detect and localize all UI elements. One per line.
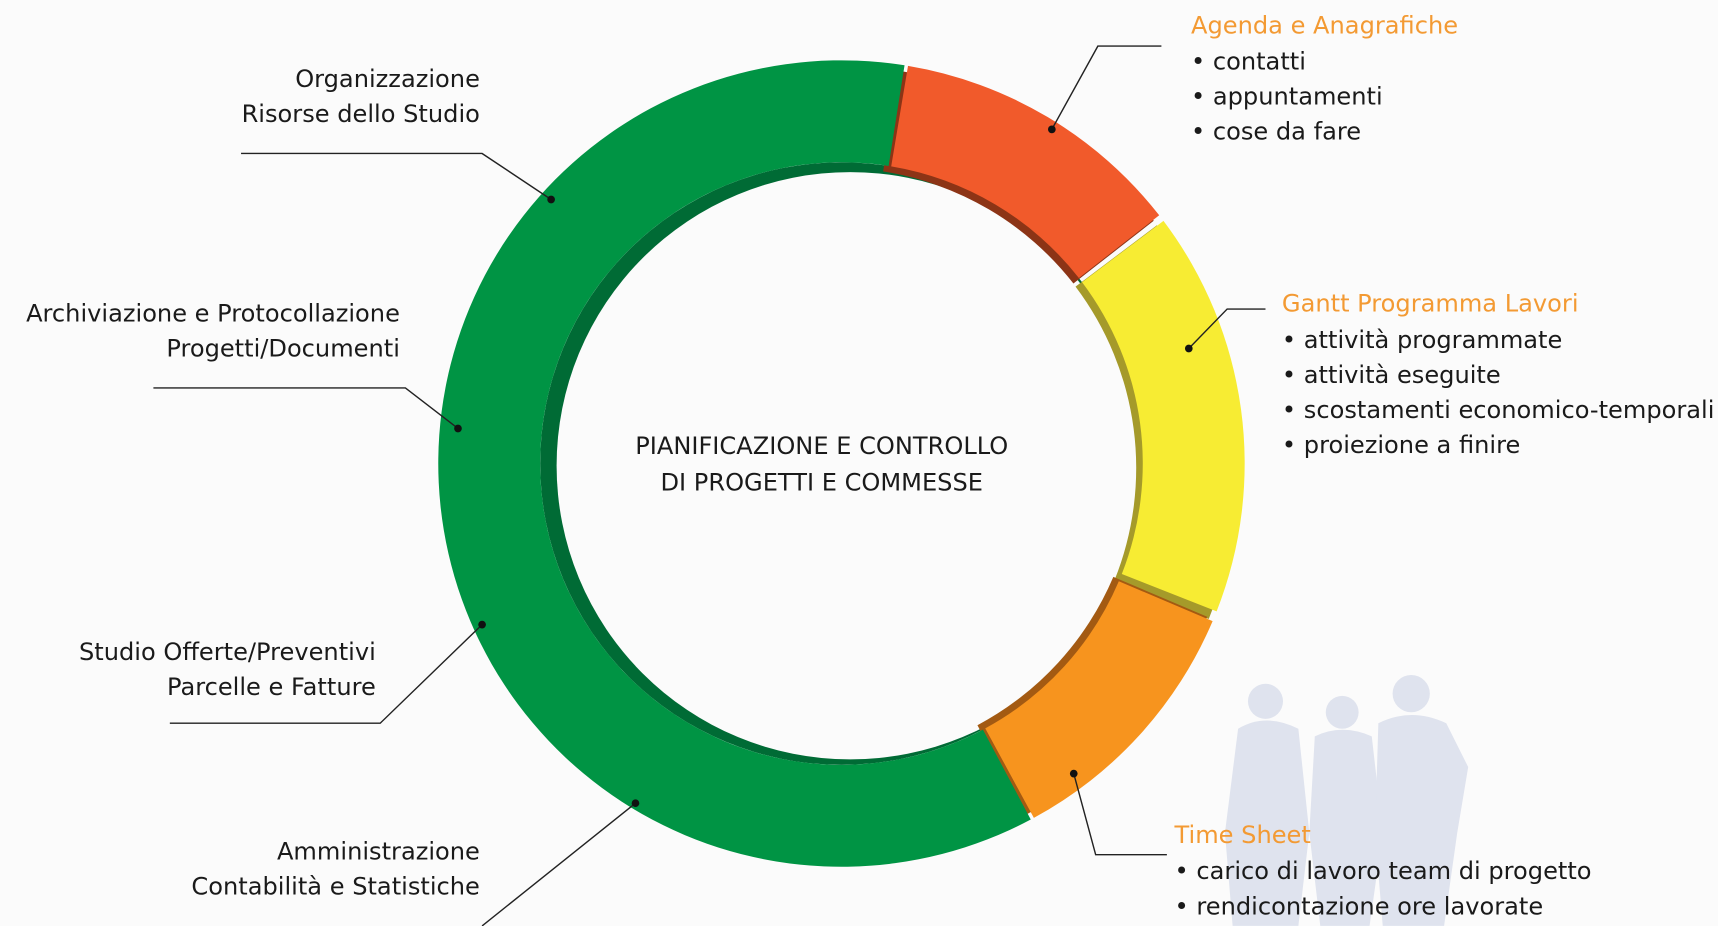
left-label: Amministrazione (277, 838, 480, 866)
center-title: DI PROGETTI E COMMESSE (660, 468, 983, 496)
left-label: Archiviazione e Protocollazione (26, 300, 400, 328)
section-title: Time Sheet (1174, 821, 1311, 849)
page: { "center_title": ["PIANIFICAZIONE E CON… (0, 0, 1718, 926)
ring (438, 60, 1244, 866)
left-label: Progetti/Documenti (166, 335, 400, 363)
leader-line (482, 803, 635, 926)
section-item: • scostamenti economico-temporali (1282, 396, 1715, 424)
leader-line (1052, 46, 1162, 129)
people-silhouettes (1225, 675, 1468, 926)
left-label: Organizzazione (295, 65, 480, 93)
leader-dot (1070, 770, 1078, 778)
left-label: Parcelle e Fatture (167, 673, 376, 701)
center-title: PIANIFICAZIONE E CONTROLLO (635, 432, 1008, 460)
leader-dot (632, 799, 640, 807)
leader-dot (1185, 345, 1193, 353)
leader-dot (547, 196, 555, 204)
section-item: • rendicontazione ore lavorate (1175, 892, 1544, 920)
leader-line (153, 388, 458, 429)
leader-line (241, 153, 551, 199)
left-label: Contabilità e Statistiche (191, 873, 479, 901)
section-title: Agenda e Anagrafiche (1191, 11, 1458, 39)
section-item: • appuntamenti (1191, 83, 1383, 111)
diagram: PIANIFICAZIONE E CONTROLLO DI PROGETTI E … (0, 0, 1718, 926)
leader-dot (454, 425, 462, 433)
section-item: • attività programmate (1282, 326, 1562, 354)
section-title: Gantt Programma Lavori (1282, 290, 1579, 318)
section-item: • cose da fare (1191, 118, 1361, 146)
left-label: Risorse dello Studio (242, 100, 480, 128)
leader-dot (1048, 126, 1056, 134)
section-item: • contatti (1191, 48, 1306, 76)
section-item: • attività eseguite (1282, 361, 1501, 389)
leader-dot (478, 621, 486, 629)
leader-line (1074, 774, 1167, 855)
section-item: • carico di lavoro team di progetto (1175, 857, 1592, 885)
section-item: • proiezione a finire (1282, 431, 1520, 459)
left-label: Studio Offerte/Preventivi (79, 638, 376, 666)
